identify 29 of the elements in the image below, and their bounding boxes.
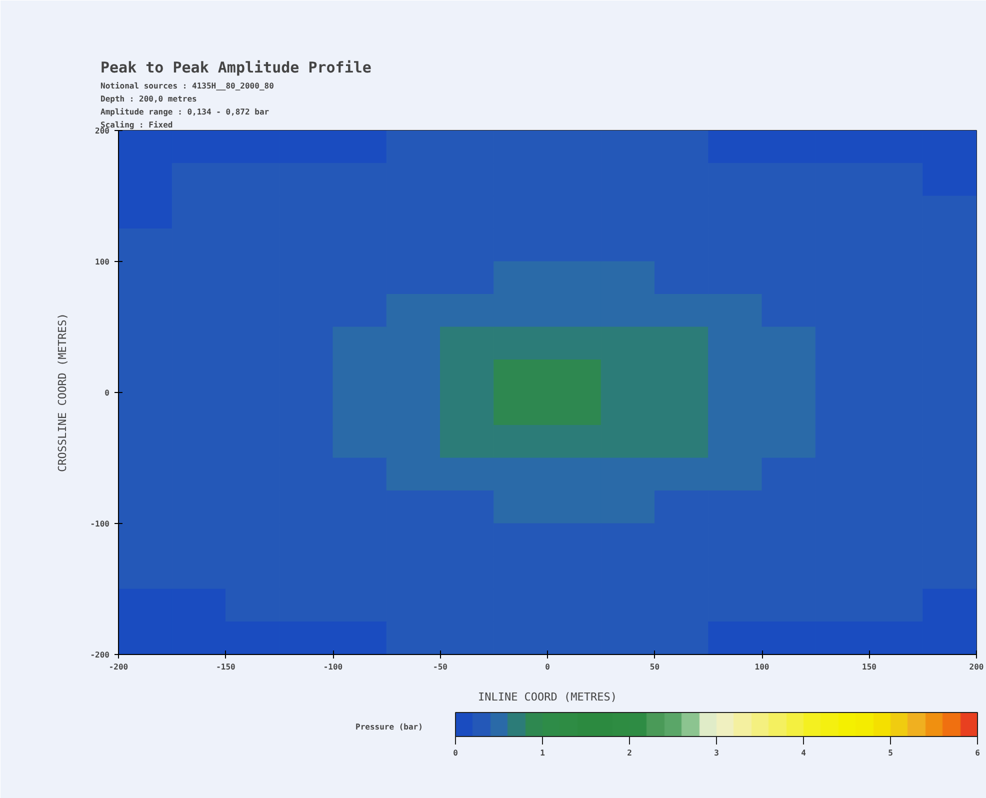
x-tick-label: 150 [862,662,877,672]
x-tick-label: 0 [545,662,550,672]
y-axis-title: CROSSLINE COORD (METRES) [56,313,70,472]
color-bar-label: 2 [627,748,632,758]
x-tick-label: -50 [433,662,448,672]
color-bar-label: 6 [975,748,980,758]
color-bar-label: 1 [540,748,546,758]
y-tick-label: -100 [90,520,110,528]
y-tick-label: 200 [95,126,110,136]
y-tick-label: -200 [90,650,110,660]
color-bar-label: 0 [453,748,458,758]
color-bar-title: Pressure (bar) [356,722,423,732]
color-bar-label: 4 [801,748,806,758]
x-tick-label: -100 [323,662,343,672]
text: Depth : 200,0 metres [100,94,198,104]
x-axis-title: INLINE COORD (METRES) [478,690,618,704]
x-tick-label: -150 [216,662,236,672]
y-tick-label: 100 [95,258,110,266]
x-tick-label: 100 [754,662,770,672]
x-tick-label: 50 [650,662,660,672]
text: Scaling : Fixed [100,120,173,130]
chart-title: Peak to Peak Amplitude Profile [100,58,372,76]
color-bar-label: 3 [714,748,720,758]
x-tick-label: 200 [969,662,984,672]
y-tick-label: 0 [104,388,110,398]
color-bar-label: 5 [888,748,894,758]
text: Amplitude range : 0,134 - 0,872 bar [100,108,270,116]
x-tick-label: -200 [108,662,128,672]
text: Notional sources : 4135H__80_2000_80 [100,82,274,90]
